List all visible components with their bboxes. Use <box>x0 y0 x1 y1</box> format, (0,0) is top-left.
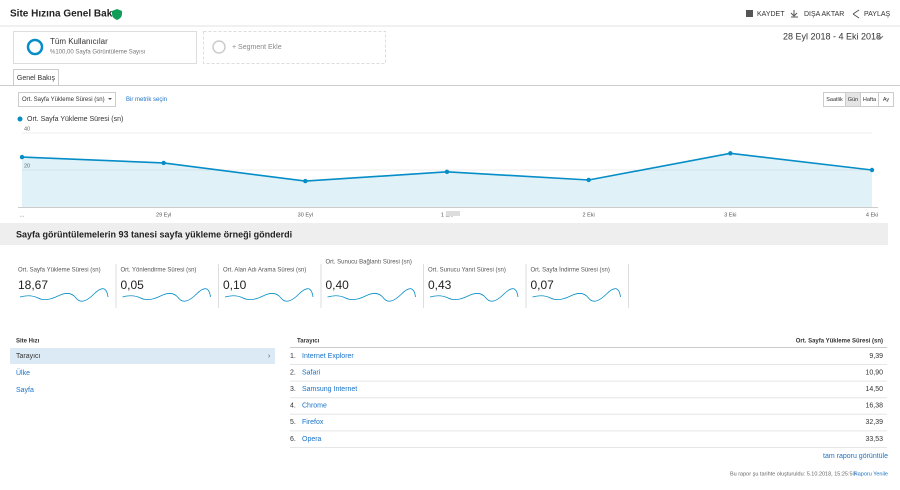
add-segment: + Segment Ekle <box>232 44 282 51</box>
row-value: 14,50 <box>865 386 883 393</box>
date-caret <box>876 35 884 40</box>
y-tick-label: 40 <box>24 126 30 132</box>
row-value: 10,90 <box>865 369 883 376</box>
legend-label: Ort. Sayfa Yükleme Süresi (sn) <box>27 116 123 123</box>
metric-value: 0,10 <box>223 278 247 292</box>
date-range[interactable]: 28 Eyl 2018 - 4 Eki 2018 <box>783 31 881 41</box>
metric-value: 0,05 <box>121 278 145 292</box>
metric-dropdown[interactable] <box>18 92 116 107</box>
dropdown-caret <box>108 98 112 100</box>
table-header: Ort. Sayfa Yükleme Süresi (sn) <box>796 339 883 345</box>
row-browser[interactable]: Samsung Internet <box>302 386 357 393</box>
y-tick-label: 20 <box>24 163 30 169</box>
row-browser[interactable]: Safari <box>302 369 321 376</box>
sparkline <box>532 288 621 302</box>
share-icon <box>852 9 860 19</box>
save-icon <box>746 10 753 17</box>
row-index: 5. <box>290 419 296 426</box>
metric-label: Ort. Sunucu Bağlantı Süresi (sn) <box>326 260 412 266</box>
verified-icon <box>112 9 122 20</box>
page-title: Site Hızına Genel Bakış <box>10 9 121 20</box>
x-tick-label: 3 Eki <box>724 212 736 218</box>
segment-icon <box>26 38 44 56</box>
row-index: 2. <box>290 369 296 376</box>
row-browser[interactable]: Opera <box>302 436 322 443</box>
point <box>586 177 591 183</box>
export-icon <box>790 10 798 18</box>
line-area <box>22 153 872 207</box>
chart-resize[interactable] <box>446 211 460 216</box>
refresh-link[interactable]: Raporu Yenile <box>854 471 888 477</box>
metric-dropdown-label: Ort. Sayfa Yükleme Süresi (sn) <box>22 97 105 103</box>
sparkline <box>327 288 416 302</box>
row-value: 33,53 <box>865 436 883 443</box>
x-tick-label: 29 Eyl <box>156 212 171 218</box>
dimension-item[interactable]: Sayfa <box>16 387 34 394</box>
dimension-item[interactable]: Ülke <box>16 369 30 377</box>
sparkline <box>429 288 519 302</box>
x-tick-label: 30 Eyl <box>298 212 313 218</box>
sparkline <box>19 288 109 302</box>
metric-label: Ort. Yönlendirme Süresi (sn) <box>121 268 197 274</box>
row-value: 9,39 <box>869 353 883 360</box>
row-index: 6. <box>290 436 296 443</box>
full-report-link[interactable]: tam raporu görüntüle <box>823 453 888 460</box>
segment-box[interactable] <box>13 31 197 64</box>
share-button[interactable]: PAYLAŞ <box>864 11 891 18</box>
x-tick-label: ... <box>20 212 25 218</box>
export-button[interactable]: DIŞA AKTAR <box>804 11 844 18</box>
segment-detail: %100,00 Sayfa Görüntüleme Sayısı <box>50 50 146 56</box>
period-label: Ay <box>883 97 890 103</box>
pick-metric[interactable]: Bir metrik seçin <box>126 97 167 103</box>
metric-value: 0,40 <box>326 278 350 292</box>
tab-label: Genel Bakış <box>17 75 56 82</box>
row-value: 16,38 <box>865 403 883 410</box>
chevron: › <box>268 353 271 360</box>
legend-marker <box>17 116 23 122</box>
period-button[interactable] <box>878 92 894 107</box>
footer-text: Bu rapor şu tarihte oluşturuldu: 5.10.20… <box>730 471 859 477</box>
point <box>19 154 25 160</box>
dimension-header: Site Hızı <box>16 339 40 345</box>
metric-label: Ort. Sayfa Yükleme Süresi (sn) <box>18 268 101 274</box>
row-browser[interactable]: Firefox <box>302 419 324 426</box>
metric-label: Ort. Alan Adı Arama Süresi (sn) <box>223 268 306 274</box>
sparkline <box>122 288 211 302</box>
period-label: Saatlik <box>826 97 843 103</box>
row-browser[interactable]: Chrome <box>302 403 327 410</box>
add-segment-box[interactable] <box>203 31 386 64</box>
metric-value: 18,67 <box>18 278 48 292</box>
row-index: 4. <box>290 403 296 410</box>
dimension-item[interactable]: Tarayıcı <box>16 353 41 360</box>
row-value: 32,39 <box>865 419 883 426</box>
point <box>728 151 733 156</box>
metric-label: Ort. Sunucu Yanıt Süresi (sn) <box>428 268 506 274</box>
period-label: Hafta <box>863 97 877 103</box>
point <box>303 178 308 184</box>
dimension-selected <box>10 348 275 364</box>
row-index: 1. <box>290 353 296 360</box>
metric-value: 0,07 <box>531 278 555 292</box>
row-browser[interactable]: Internet Explorer <box>302 353 354 360</box>
save-button[interactable]: KAYDET <box>757 11 785 18</box>
x-tick-label: 2 Eki <box>583 212 595 218</box>
metric-value: 0,43 <box>428 278 452 292</box>
summary-bar <box>0 223 888 245</box>
period-label: Gün <box>848 97 858 103</box>
row-index: 3. <box>290 386 296 393</box>
segment-name: Tüm Kullanıcılar <box>50 37 108 46</box>
metric-label: Ort. Sayfa İndirme Süresi (sn) <box>531 267 610 274</box>
point <box>161 160 166 166</box>
table-header: Tarayıcı <box>297 339 320 345</box>
point <box>869 167 875 173</box>
point <box>444 169 450 175</box>
add-segment-icon <box>212 40 226 54</box>
x-tick-label: 4 Eki <box>866 212 878 218</box>
sparkline <box>224 288 314 302</box>
summary-heading: Sayfa görüntülemelerin 93 tanesi sayfa y… <box>16 229 292 239</box>
